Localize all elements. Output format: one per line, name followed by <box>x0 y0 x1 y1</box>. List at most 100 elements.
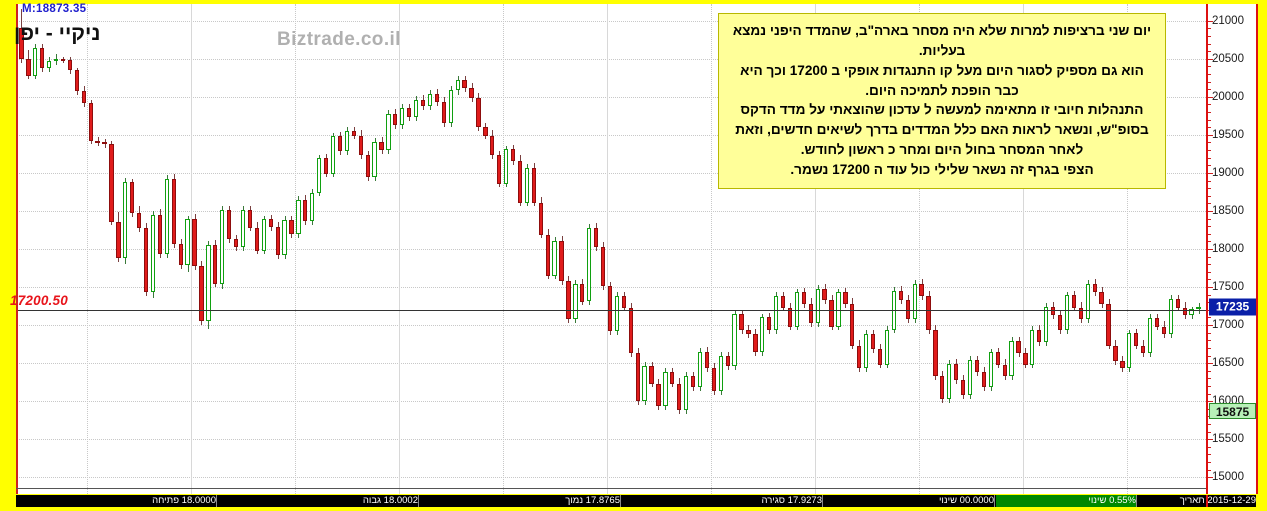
candle-body <box>649 366 654 384</box>
price-tick-label: 17000 <box>1212 319 1244 332</box>
candle-body <box>607 286 613 332</box>
candle-body <box>774 296 779 331</box>
candle-body <box>711 368 716 392</box>
candle-body <box>289 220 294 234</box>
price-tick-mark-minor <box>1208 279 1211 281</box>
price-tick-mark <box>1208 439 1213 441</box>
candle-body <box>933 330 938 377</box>
candle-body <box>1085 284 1090 319</box>
gridline-vertical <box>815 4 817 494</box>
candle-body <box>150 214 156 293</box>
price-tick-label: 16500 <box>1212 357 1244 370</box>
candle-body <box>690 376 696 388</box>
status-bar-cell: 17.9273 סגירה <box>761 495 822 506</box>
candle-body <box>26 58 31 76</box>
candle-body <box>434 93 440 103</box>
candle-body <box>635 353 640 402</box>
annotation-line: יום שני ברציפות למרות שלא היה מסחר בארה"… <box>732 23 1152 58</box>
price-tick-mark-minor <box>1208 226 1211 228</box>
gridline-horizontal <box>16 172 1206 175</box>
candle-body <box>60 58 66 61</box>
candle-body <box>1147 318 1153 354</box>
candle-body <box>947 363 952 399</box>
candle-body <box>822 288 827 300</box>
candle-body <box>81 90 86 103</box>
price-tick-mark-minor <box>1208 203 1211 205</box>
price-tick-mark-minor <box>1208 317 1211 319</box>
candle-body <box>850 303 855 346</box>
candle-body <box>1168 299 1173 335</box>
candle-body <box>171 179 176 245</box>
candle-body <box>1154 318 1160 327</box>
price-axis-scale[interactable]: 21000 20500 20000 19500 19000 18500 18000 17500… <box>1208 4 1256 494</box>
price-tick-mark <box>1208 401 1213 403</box>
candle-body <box>247 210 253 228</box>
price-tick-mark <box>1208 249 1213 250</box>
price-tick-mark-minor <box>1208 241 1211 243</box>
candle-body <box>296 199 301 234</box>
gridline-vertical <box>1023 4 1025 494</box>
candle-body <box>1002 364 1007 377</box>
candle-body <box>926 296 931 331</box>
candle-body <box>974 360 980 373</box>
status-bar-cell: 00.0000 שינוי <box>938 495 994 506</box>
candle-body <box>33 48 38 76</box>
candle-body <box>365 155 370 177</box>
candle-body <box>725 356 730 367</box>
candle-body <box>317 158 322 193</box>
price-tick-mark-minor <box>1208 340 1211 342</box>
candle-body <box>206 245 211 322</box>
candle-body <box>427 93 433 106</box>
candle-body <box>746 330 751 335</box>
price-tick-mark-minor <box>1208 264 1211 266</box>
candle-body <box>628 307 633 354</box>
status-bar-cell: 18.0002 גבוה <box>362 495 418 506</box>
price-tick-mark-minor <box>1208 104 1211 106</box>
candle-body <box>323 158 329 174</box>
candle-body <box>580 284 585 302</box>
candle-body <box>67 60 73 71</box>
instrument-title: ניקיי - יפן <box>14 22 101 45</box>
candle-body <box>448 89 453 124</box>
candle-body <box>1009 341 1014 377</box>
price-tick-mark-minor <box>1208 424 1211 425</box>
candle-body <box>40 48 45 68</box>
candle-body <box>1175 299 1180 308</box>
candle-body <box>268 219 273 227</box>
candle-body <box>1030 329 1035 365</box>
candle-body <box>330 136 336 174</box>
candle-body <box>88 102 93 141</box>
price-tick-mark-minor <box>1208 188 1211 190</box>
price-tick-mark-minor <box>1208 112 1211 114</box>
axis-line-right-outer <box>1256 4 1258 494</box>
candle-body <box>566 280 571 319</box>
candle-body <box>455 80 460 90</box>
price-tick-mark-minor <box>1208 89 1211 91</box>
gridline-horizontal <box>16 249 1206 251</box>
price-tick-mark-minor <box>1208 347 1211 349</box>
reference-price-line <box>16 309 1206 311</box>
candle-body <box>1057 315 1063 331</box>
candle-body <box>815 288 820 323</box>
candle-body <box>801 292 806 304</box>
status-bar-cell: 2015-12-29 תאריך <box>1179 495 1256 506</box>
price-tick-mark-minor <box>1208 81 1211 83</box>
candle-body <box>1099 292 1104 304</box>
price-tick-mark-minor <box>1208 294 1211 296</box>
candle-body <box>143 228 149 293</box>
candle-body <box>836 292 841 327</box>
price-tick-mark-minor <box>1208 378 1211 380</box>
candle-body <box>877 349 883 365</box>
candle-body <box>559 240 564 281</box>
price-tick-mark-minor <box>1208 119 1211 121</box>
gridline-vertical <box>295 4 297 494</box>
candle-body <box>1120 360 1125 369</box>
candle-body <box>995 352 1000 365</box>
price-tick-mark-minor <box>1208 28 1211 30</box>
candle-body <box>1092 284 1097 293</box>
candle-body <box>1044 306 1049 342</box>
candle-body <box>1196 307 1201 310</box>
gridline-horizontal <box>16 210 1206 213</box>
candle-body <box>780 296 786 308</box>
candle-body <box>164 179 169 255</box>
